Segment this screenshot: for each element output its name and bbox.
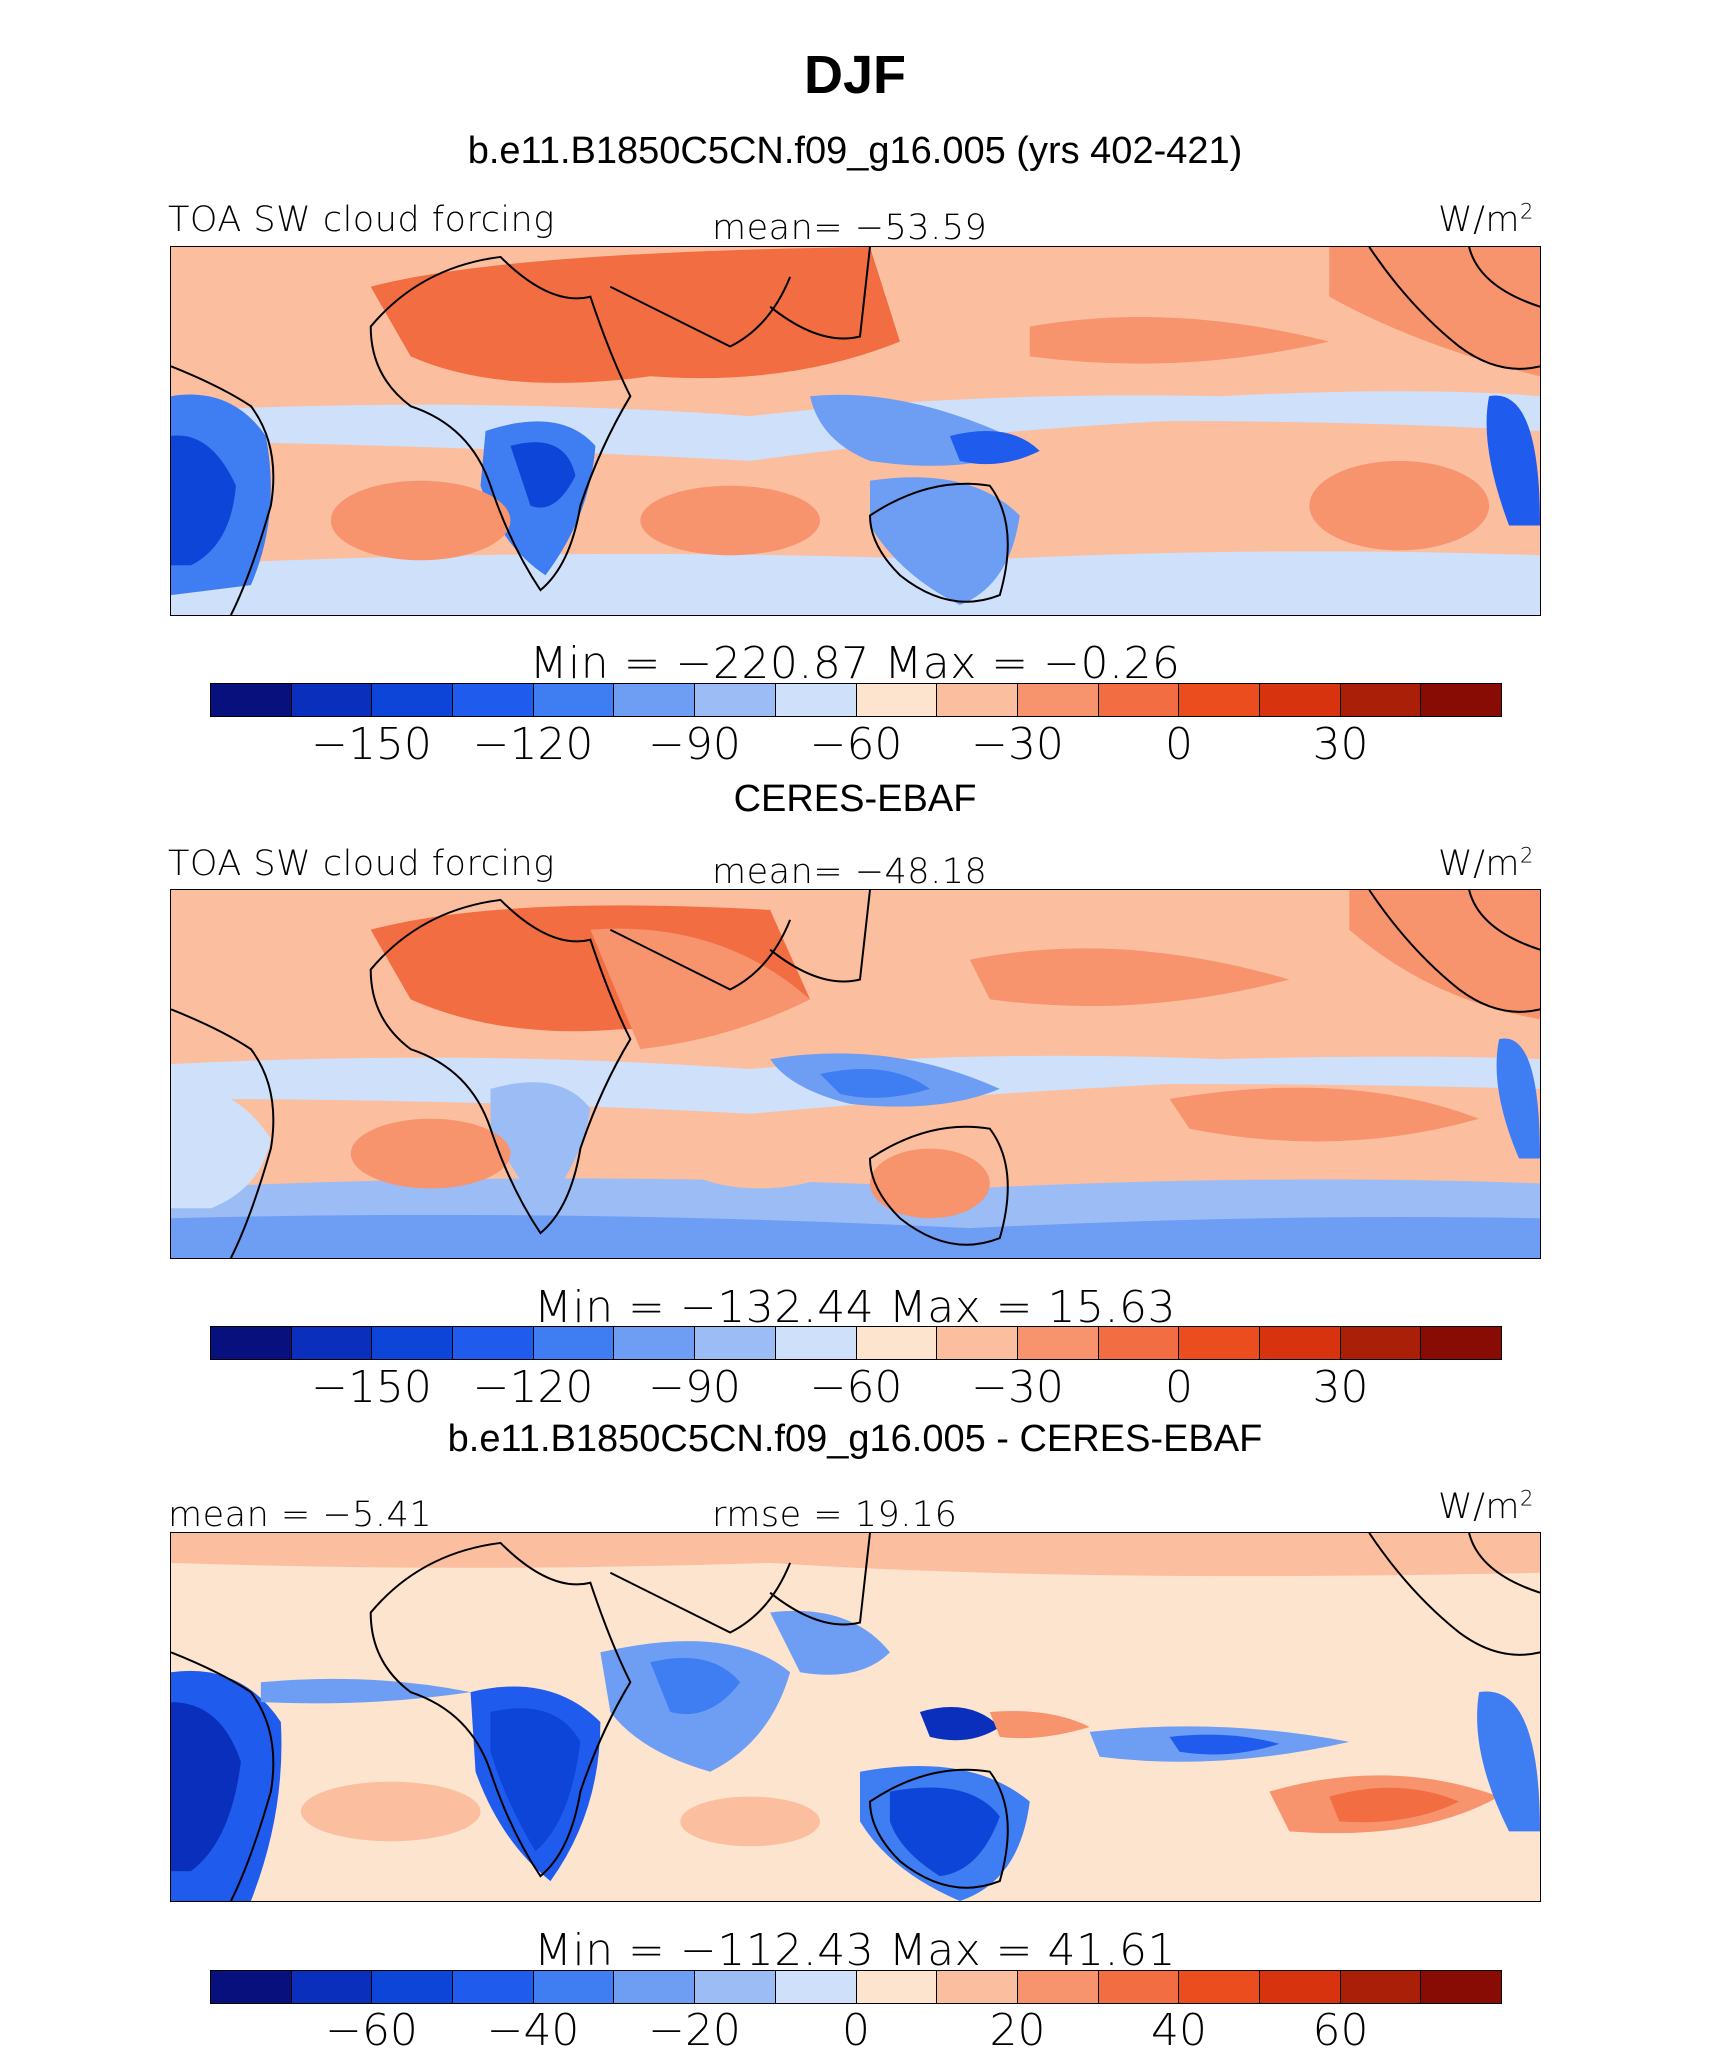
colorbar-swatch — [775, 1971, 857, 2003]
colorbar-swatch — [695, 1971, 776, 2003]
panel-2-mean-label: mean= −48.18 — [712, 852, 988, 892]
colorbar-swatch — [1340, 1971, 1422, 2003]
colorbar-swatch — [1340, 1327, 1422, 1359]
colorbar-swatch — [695, 684, 776, 716]
colorbar-swatch — [1179, 1971, 1260, 2003]
panel-1-left-label: TOA SW cloud forcing — [168, 200, 555, 240]
panel-2-minmax: Min = −132.44 Max = 15.63 — [534, 1282, 1176, 1333]
colorbar-tick-label: 30 — [1312, 719, 1369, 770]
colorbar-tick-label: −150 — [311, 719, 432, 770]
colorbar-swatch — [1098, 684, 1180, 716]
colorbar-tick-label: −40 — [486, 2005, 580, 2048]
panel-1-subtitle: b.e11.B1850C5CN.f09_g16.005 (yrs 402-421… — [467, 130, 1243, 172]
panel-3-unit-label: W/m2 — [1438, 1486, 1534, 1527]
colorbar-tick-label: 20 — [989, 2005, 1046, 2048]
panel-3-colorbar — [210, 1970, 1502, 2004]
colorbar-swatch — [614, 684, 696, 716]
colorbar-swatch — [1259, 684, 1341, 716]
panel-1-unit-label: W/m2 — [1438, 199, 1534, 240]
panel-2-left-label: TOA SW cloud forcing — [168, 844, 555, 884]
colorbar-swatch — [453, 1327, 534, 1359]
colorbar-swatch — [211, 1327, 292, 1359]
colorbar-tick-label: 0 — [1165, 719, 1193, 770]
colorbar-swatch — [614, 1971, 696, 2003]
panel-3-colorbar-ticks: −60 −40 −20 0 20 40 60 — [210, 2005, 1502, 2048]
colorbar-swatch — [211, 684, 292, 716]
colorbar-tick-label: −20 — [648, 2005, 741, 2048]
colorbar-tick-label: 40 — [1151, 2005, 1207, 2048]
panel-3-mean-label: mean = −5.41 — [168, 1495, 433, 1535]
colorbar-swatch — [1098, 1327, 1180, 1359]
colorbar-swatch — [533, 1971, 615, 2003]
panel-2-subtitle: CERES-EBAF — [733, 778, 977, 820]
colorbar-tick-label: 0 — [1165, 1362, 1193, 1413]
colorbar-tick-label: −30 — [971, 719, 1064, 770]
colorbar-swatch — [291, 1327, 373, 1359]
colorbar-swatch — [1259, 1971, 1341, 2003]
colorbar-tick-label: 60 — [1312, 2005, 1369, 2048]
panel-3-minmax: Min = −112.43 Max = 41.61 — [534, 1925, 1176, 1976]
colorbar-swatch — [1421, 1971, 1501, 2003]
colorbar-swatch — [533, 684, 615, 716]
colorbar-tick-label: −120 — [472, 719, 594, 770]
colorbar-swatch — [775, 684, 857, 716]
colorbar-swatch — [372, 1971, 454, 2003]
panel-1-minmax: Min = −220.87 Max = −0.26 — [529, 638, 1181, 689]
colorbar-tick-label: −60 — [325, 2005, 418, 2048]
colorbar-tick-label: −90 — [648, 1362, 741, 1413]
panel-1-map — [170, 246, 1541, 616]
colorbar-swatch — [1017, 1971, 1099, 2003]
colorbar-tick-label: −150 — [311, 1362, 432, 1413]
panel-2-map — [170, 889, 1541, 1259]
colorbar-swatch — [1259, 1327, 1341, 1359]
colorbar-swatch — [937, 1327, 1018, 1359]
colorbar-swatch — [1421, 1327, 1501, 1359]
colorbar-swatch — [937, 684, 1018, 716]
panel-2-colorbar — [210, 1326, 1502, 1360]
colorbar-swatch — [291, 684, 373, 716]
panel-3-subtitle: b.e11.B1850C5CN.f09_g16.005 - CERES-EBAF — [447, 1418, 1263, 1460]
colorbar-swatch — [1098, 1971, 1180, 2003]
colorbar-swatch — [372, 684, 454, 716]
figure-title: DJF — [803, 45, 906, 105]
colorbar-tick-label: −60 — [809, 1362, 903, 1413]
colorbar-swatch — [211, 1971, 292, 2003]
colorbar-swatch — [614, 1327, 696, 1359]
colorbar-swatch — [937, 1971, 1018, 2003]
colorbar-swatch — [856, 684, 938, 716]
panel-2-unit-label: W/m2 — [1438, 843, 1534, 884]
colorbar-swatch — [1179, 684, 1260, 716]
colorbar-swatch — [1340, 684, 1422, 716]
panel-1-colorbar — [210, 683, 1502, 717]
colorbar-tick-label: −30 — [971, 1362, 1064, 1413]
colorbar-swatch — [453, 684, 534, 716]
colorbar-swatch — [1179, 1327, 1260, 1359]
colorbar-tick-label: −60 — [809, 719, 903, 770]
colorbar-swatch — [372, 1327, 454, 1359]
colorbar-tick-label: 30 — [1312, 1362, 1369, 1413]
colorbar-swatch — [1421, 684, 1501, 716]
panel-3-rmse-label: rmse = 19.16 — [712, 1495, 958, 1535]
panel-1-mean-label: mean= −53.59 — [712, 208, 988, 248]
colorbar-swatch — [856, 1327, 938, 1359]
colorbar-swatch — [291, 1971, 373, 2003]
colorbar-swatch — [453, 1971, 534, 2003]
colorbar-tick-label: −90 — [648, 719, 741, 770]
colorbar-swatch — [695, 1327, 776, 1359]
panel-3-map — [170, 1532, 1541, 1902]
colorbar-swatch — [1017, 1327, 1099, 1359]
panel-1-colorbar-ticks: −150 −120 −90 −60 −30 0 30 — [210, 719, 1502, 770]
colorbar-swatch — [533, 1327, 615, 1359]
colorbar-swatch — [775, 1327, 857, 1359]
colorbar-swatch — [1017, 684, 1099, 716]
colorbar-tick-label: 0 — [842, 2005, 870, 2048]
colorbar-swatch — [856, 1971, 938, 2003]
panel-2-colorbar-ticks: −150 −120 −90 −60 −30 0 30 — [210, 1362, 1502, 1413]
colorbar-tick-label: −120 — [472, 1362, 594, 1413]
